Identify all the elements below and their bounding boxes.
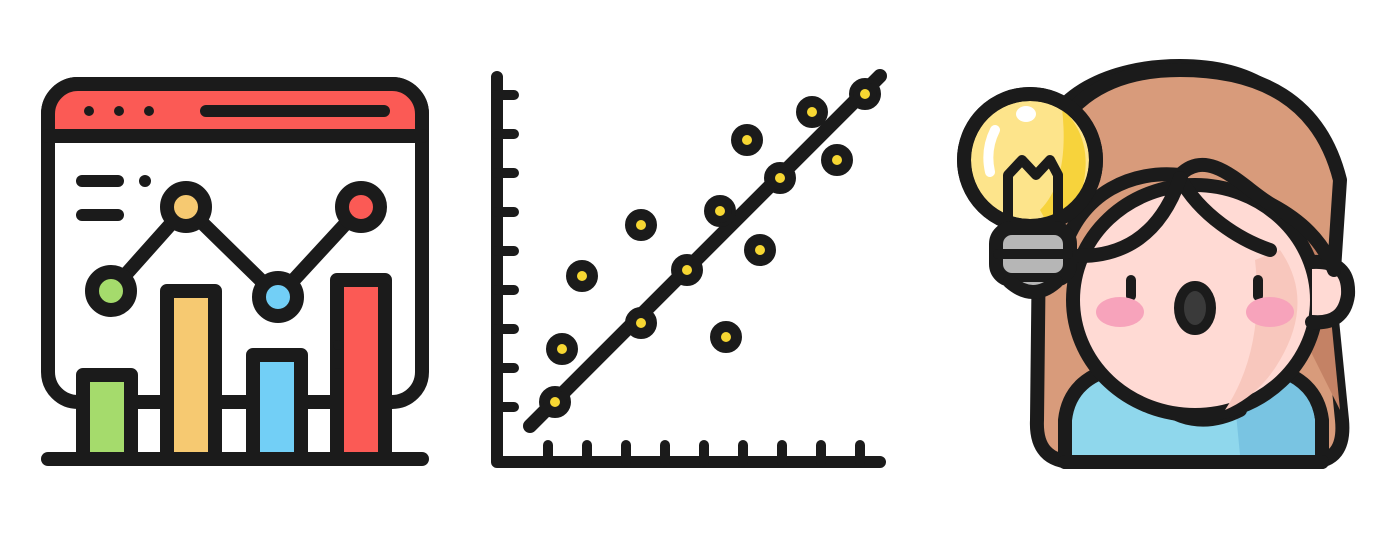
scatter-dots (539, 78, 881, 418)
point-green (85, 265, 137, 317)
hair-bangs (1038, 63, 1347, 277)
scatter-dot-center (550, 397, 560, 407)
bar-green (76, 368, 138, 466)
scatter-dot-center (636, 318, 646, 328)
point-blue (252, 271, 304, 323)
trend-line (104, 200, 368, 304)
scatter-dot-center (682, 265, 692, 275)
window-dot (114, 106, 124, 116)
girl-idea-lightbulb-icon (957, 59, 1356, 469)
scatter-regression-icon (491, 69, 887, 468)
bar-blue (246, 348, 308, 466)
cheek-right (1246, 297, 1294, 327)
point-yellow (160, 181, 212, 233)
scatter-dot-center (721, 332, 731, 342)
text-bullet (139, 175, 151, 187)
mouth (1174, 281, 1216, 335)
window-dot (144, 106, 154, 116)
bar-yellow (160, 284, 222, 466)
face-shade (1225, 250, 1298, 410)
scatter-dot-center (832, 155, 842, 165)
scatter-dot-center (755, 245, 765, 255)
scatter-dot-center (860, 89, 870, 99)
cheek-left (1096, 297, 1144, 327)
window-dot (84, 106, 94, 116)
bulb-highlight (1016, 106, 1036, 122)
regression-line (523, 69, 887, 433)
scatter-dot-center (775, 173, 785, 183)
scatter-dot-center (636, 220, 646, 230)
bar-red (330, 273, 392, 466)
scatter-dot-center (557, 344, 567, 354)
point-red (335, 181, 387, 233)
scatter-dot-center (807, 107, 817, 117)
scatter-dot-center (715, 206, 725, 216)
scatter-dot-center (742, 135, 752, 145)
scatter-axis (491, 71, 886, 468)
scatter-axes (491, 71, 886, 468)
analytics-dashboard-icon (41, 77, 429, 466)
scatter-dot-center (577, 271, 587, 281)
bulb-filament (1003, 155, 1063, 233)
bulb-shade (1040, 108, 1086, 228)
